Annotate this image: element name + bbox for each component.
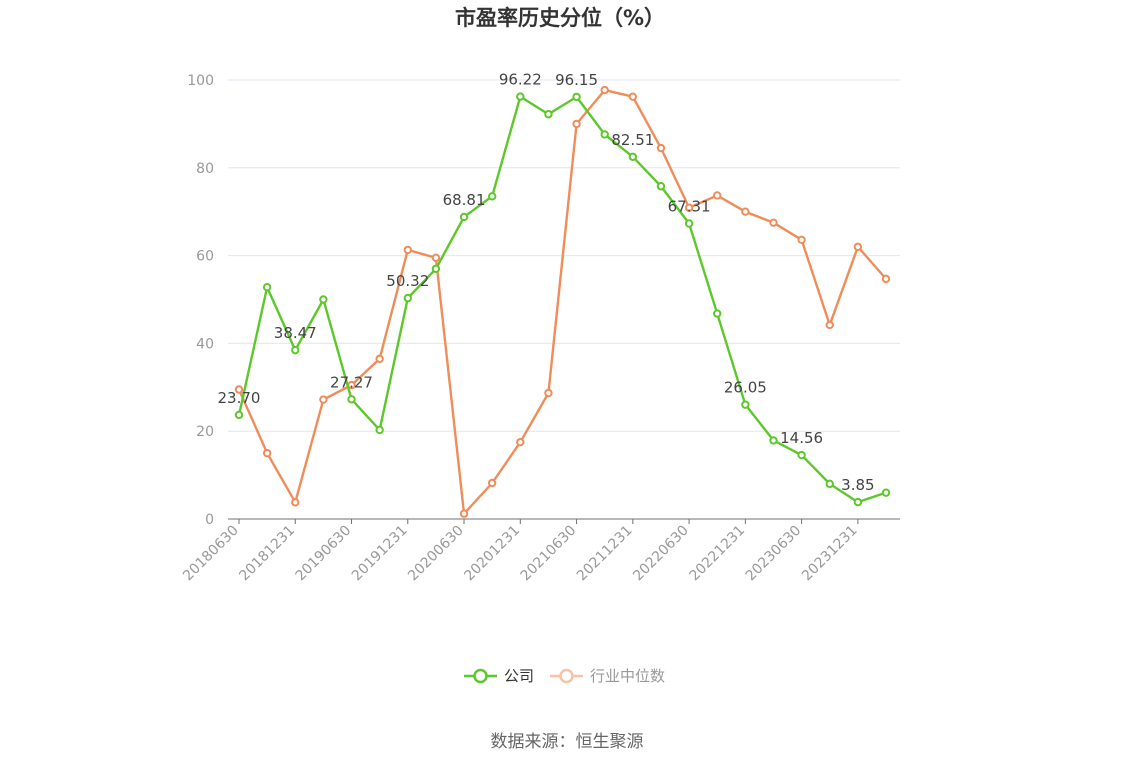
data-label: 96.15 [555, 71, 598, 89]
data-point[interactable] [656, 182, 666, 191]
data-point[interactable] [853, 242, 863, 252]
x-tick-label: 20231231 [799, 523, 861, 585]
y-tick-label: 60 [196, 249, 214, 265]
x-tick-label: 20211231 [574, 523, 636, 585]
legend-label: 公司 [504, 667, 534, 685]
legend-item-0[interactable]: 公司 [464, 667, 534, 685]
x-tick-label: 20190630 [293, 523, 355, 585]
y-tick-label: 40 [196, 336, 214, 352]
series-line [237, 95, 887, 504]
data-label: 38.47 [274, 324, 317, 342]
data-point[interactable] [741, 207, 750, 216]
data-labels: 23.70 38.47 27.27 50.32 68.81 96.22 96.15 82.51… [218, 71, 875, 495]
data-point[interactable] [797, 450, 806, 460]
data-point[interactable] [825, 479, 834, 489]
data-point[interactable] [375, 354, 384, 363]
source-note: 数据来源：恒生聚源 [491, 732, 644, 752]
x-tick-label: 20221231 [686, 523, 748, 585]
data-point[interactable] [684, 203, 694, 212]
data-point[interactable] [431, 264, 441, 273]
x-tick-label: 20201231 [461, 523, 523, 585]
data-point[interactable] [572, 92, 581, 102]
x-tick-label: 20200630 [405, 523, 467, 585]
data-point[interactable] [544, 110, 553, 119]
x-tick-label: 20180630 [180, 523, 242, 585]
data-point[interactable] [459, 509, 469, 518]
y-tick-label: 80 [196, 161, 214, 177]
x-tick-label: 20210630 [518, 523, 580, 585]
data-point[interactable] [347, 395, 356, 404]
data-point[interactable] [262, 283, 272, 292]
data-label: 3.85 [841, 476, 874, 494]
data-point[interactable] [375, 425, 384, 435]
data-point[interactable] [713, 309, 722, 318]
data-label: 50.32 [386, 272, 429, 290]
data-label: 96.22 [499, 71, 542, 89]
data-point[interactable] [403, 245, 412, 255]
series-layer [234, 85, 891, 518]
data-point[interactable] [769, 436, 778, 445]
data-point[interactable] [234, 410, 244, 420]
legend-marker [559, 668, 574, 684]
data-point[interactable] [403, 293, 412, 303]
legend-item-1[interactable]: 行业中位数 [550, 667, 665, 685]
x-tick-label: 20230630 [743, 523, 805, 585]
data-point[interactable] [319, 395, 328, 404]
data-point[interactable] [628, 92, 638, 101]
chart-title: 市盈率历史分位（%） [455, 6, 665, 30]
data-label: 67.31 [668, 198, 711, 216]
data-point[interactable] [544, 388, 553, 398]
data-point[interactable] [459, 212, 469, 222]
legend-label: 行业中位数 [590, 667, 665, 685]
data-point[interactable] [487, 192, 497, 201]
data-point[interactable] [600, 130, 609, 139]
data-point[interactable] [628, 152, 638, 161]
data-point[interactable] [572, 119, 581, 129]
data-point[interactable] [741, 400, 750, 409]
data-point[interactable] [825, 320, 834, 330]
data-label: 82.51 [611, 131, 654, 149]
data-point[interactable] [319, 295, 328, 304]
x-tick-label: 20191231 [349, 523, 411, 585]
data-point[interactable] [881, 274, 891, 284]
series-0 [234, 92, 891, 507]
legend[interactable]: 公司 行业中位数 [464, 667, 665, 685]
data-point[interactable] [291, 498, 300, 507]
data-label: 14.56 [780, 429, 823, 447]
data-point[interactable] [262, 448, 272, 458]
series-line [237, 88, 887, 515]
data-point[interactable] [291, 345, 300, 355]
series-1 [234, 85, 891, 518]
y-tick-label: 100 [187, 73, 214, 89]
data-point[interactable] [881, 488, 891, 497]
x-tick-label: 20220630 [630, 523, 692, 585]
data-point[interactable] [516, 437, 525, 447]
data-point[interactable] [853, 497, 863, 507]
data-label: 27.27 [330, 373, 373, 391]
data-point[interactable] [600, 85, 609, 95]
data-point[interactable] [234, 385, 244, 394]
data-point[interactable] [656, 143, 666, 153]
data-point[interactable] [713, 191, 722, 200]
data-point[interactable] [487, 478, 497, 488]
data-point[interactable] [797, 235, 806, 244]
data-label: 23.70 [218, 389, 261, 407]
legend-marker [473, 668, 488, 684]
data-point[interactable] [516, 92, 525, 101]
data-label: 68.81 [443, 191, 486, 209]
y-tick-label: 20 [196, 424, 214, 440]
y-tick-label: 0 [205, 512, 214, 528]
data-point[interactable] [684, 219, 694, 228]
data-point[interactable] [431, 253, 441, 262]
x-tick-label: 20181231 [236, 523, 298, 585]
data-label: 26.05 [724, 379, 767, 397]
data-point[interactable] [769, 218, 778, 227]
